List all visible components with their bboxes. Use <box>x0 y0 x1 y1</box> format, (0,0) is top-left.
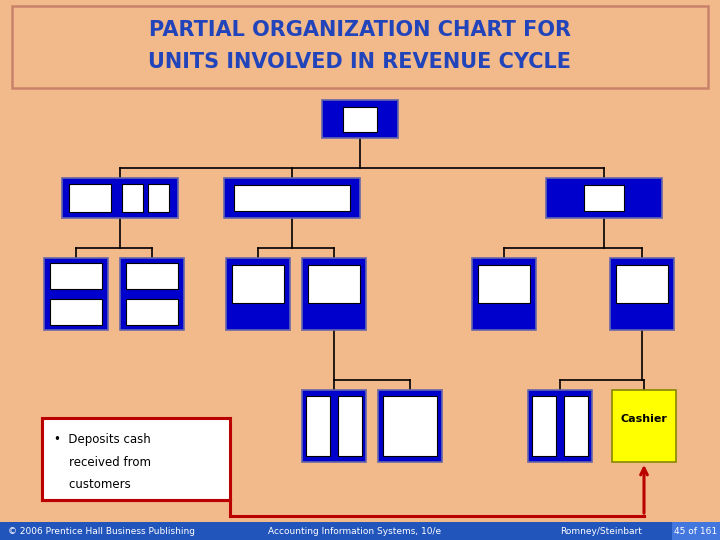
Bar <box>612 390 676 462</box>
Text: PARTIAL ORGANIZATION CHART FOR: PARTIAL ORGANIZATION CHART FOR <box>149 20 571 40</box>
Bar <box>233 265 284 302</box>
Bar <box>42 418 230 500</box>
Bar <box>610 258 674 330</box>
Bar <box>533 396 556 456</box>
Bar <box>120 258 184 330</box>
Text: customers: customers <box>54 477 131 490</box>
Text: UNITS INVOLVED IN REVENUE CYCLE: UNITS INVOLVED IN REVENUE CYCLE <box>148 52 572 72</box>
Bar <box>672 522 720 540</box>
Text: Cashier: Cashier <box>621 414 667 424</box>
Bar <box>322 100 398 138</box>
Bar <box>122 184 143 212</box>
Bar <box>383 396 437 456</box>
Bar <box>12 6 708 88</box>
Bar <box>127 263 178 289</box>
Bar <box>478 265 530 302</box>
Bar <box>546 178 662 218</box>
Bar <box>343 107 377 132</box>
Bar <box>585 185 624 211</box>
Bar <box>308 265 359 302</box>
Bar <box>302 390 366 462</box>
Bar <box>302 258 366 330</box>
Text: Accounting Information Systems, 10/e: Accounting Information Systems, 10/e <box>269 526 441 536</box>
Bar <box>50 263 102 289</box>
Bar <box>338 396 361 456</box>
Bar <box>0 522 720 540</box>
Bar <box>472 258 536 330</box>
Bar <box>226 258 290 330</box>
Text: •  Deposits cash: • Deposits cash <box>54 434 150 447</box>
Bar <box>564 396 588 456</box>
Text: received from: received from <box>54 456 151 469</box>
Bar <box>233 185 351 211</box>
Bar <box>378 390 442 462</box>
Bar <box>528 390 592 462</box>
Text: 45 of 161: 45 of 161 <box>675 526 718 536</box>
Bar <box>307 396 330 456</box>
Bar <box>69 184 111 212</box>
Bar <box>148 184 168 212</box>
Bar <box>127 299 178 325</box>
Bar <box>44 258 108 330</box>
Bar <box>616 265 667 302</box>
Text: © 2006 Prentice Hall Business Publishing: © 2006 Prentice Hall Business Publishing <box>8 526 195 536</box>
Bar <box>50 299 102 325</box>
Bar <box>62 178 178 218</box>
Text: Romney/Steinbart: Romney/Steinbart <box>560 526 642 536</box>
Bar <box>224 178 360 218</box>
